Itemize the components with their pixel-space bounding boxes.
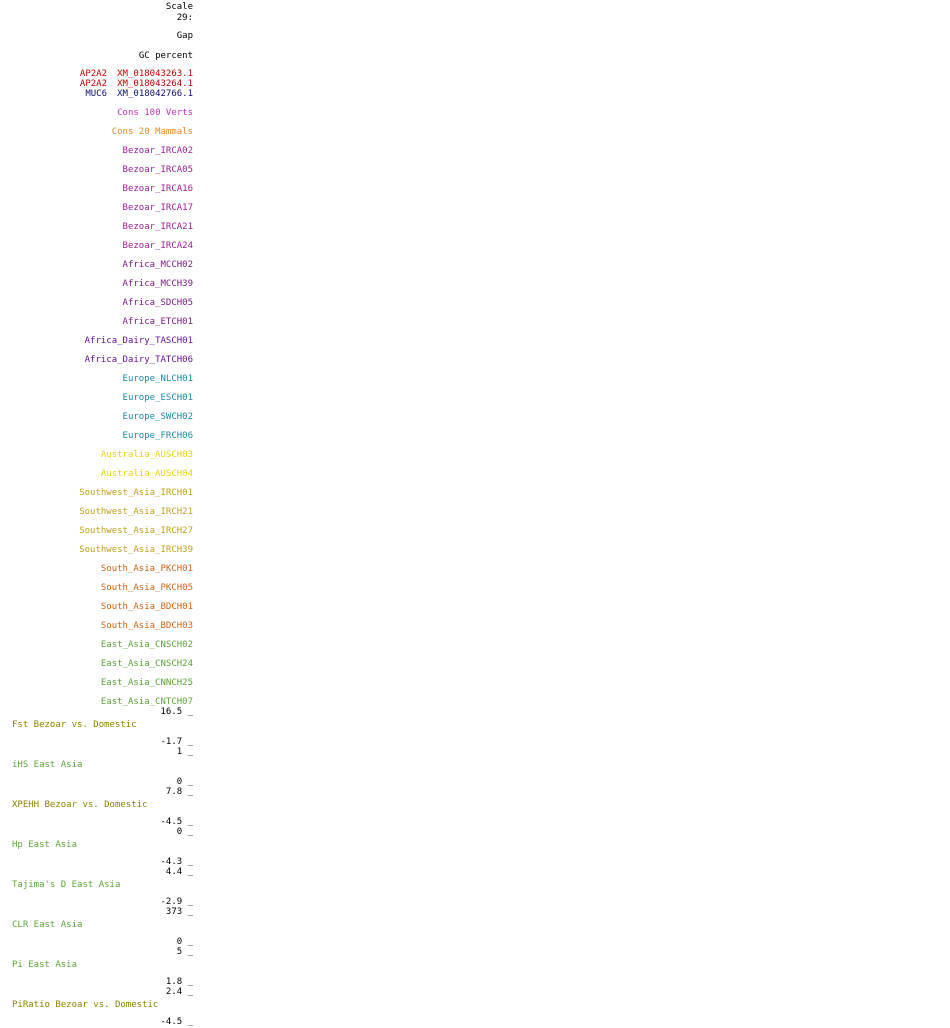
signal-track-label[interactable]: Fst Bezoar vs. Domestic (12, 720, 137, 730)
track-max-value: 16.5 _ (160, 707, 193, 717)
track-max-value: 5 _ (176, 947, 193, 957)
gene-name[interactable]: AP2A2 (79, 69, 107, 79)
sample-track-label[interactable]: Southwest_Asia_IRCH21 (79, 507, 193, 517)
sample-track-label[interactable]: Europe_ESCH01 (122, 393, 193, 403)
cons-20-mammals-label[interactable]: Cons 20 Mammals (111, 127, 193, 137)
scale-value: 29: (176, 13, 193, 23)
sample-track-label[interactable]: Bezoar_IRCA17 (122, 203, 193, 213)
track-min-value: -4.5 _ (160, 817, 193, 827)
sample-track-label[interactable]: South_Asia_BDCH03 (100, 621, 193, 631)
sample-track-label[interactable]: Australia_AUSCH03 (100, 450, 193, 460)
sample-track-label[interactable]: Africa_ETCH01 (122, 317, 193, 327)
track-min-value: -1.7 _ (160, 737, 193, 747)
gene-name[interactable]: AP2A2 (79, 79, 107, 89)
sample-track-label[interactable]: South_Asia_BDCH01 (100, 602, 193, 612)
signal-track-label[interactable]: CLR East Asia (12, 920, 83, 930)
track-max-value: 2.4 _ (165, 987, 193, 997)
sample-track-label[interactable]: Southwest_Asia_IRCH27 (79, 526, 193, 536)
sample-track-label[interactable]: Bezoar_IRCA21 (122, 222, 193, 232)
sample-track-label[interactable]: Bezoar_IRCA02 (122, 146, 193, 156)
gap-track-label[interactable]: Gap (176, 31, 193, 41)
sample-track-label[interactable]: Southwest_Asia_IRCH39 (79, 545, 193, 555)
track-min-value: -4.5 _ (160, 1017, 193, 1027)
sample-track-label[interactable]: Bezoar_IRCA05 (122, 165, 193, 175)
sample-track-label[interactable]: East_Asia_CNSCH02 (100, 640, 193, 650)
gc-percent-track-label[interactable]: GC percent (138, 51, 193, 61)
signal-track-label[interactable]: XPEHH Bezoar vs. Domestic (12, 800, 148, 810)
sample-track-label[interactable]: Australia_AUSCH04 (100, 469, 193, 479)
sample-track-label[interactable]: East_Asia_CNTCH07 (100, 697, 193, 707)
sample-track-label[interactable]: East_Asia_CNNCH25 (100, 678, 193, 688)
signal-track-label[interactable]: Hp East Asia (12, 840, 78, 850)
sample-track-label[interactable]: Africa_SDCH05 (122, 298, 193, 308)
sample-track-label[interactable]: Europe_NLCH01 (122, 374, 193, 384)
sample-track-label[interactable]: Africa_Dairy_TASCH01 (84, 336, 193, 346)
gene-name[interactable]: MUC6 (85, 89, 107, 99)
signal-track-label[interactable]: PiRatio Bezoar vs. Domestic (12, 1000, 159, 1010)
track-max-value: 1 _ (176, 747, 193, 757)
sample-track-label[interactable]: Bezoar_IRCA24 (122, 241, 193, 251)
track-min-value: 0 _ (176, 937, 193, 947)
sample-track-label[interactable]: South_Asia_PKCH05 (100, 583, 193, 593)
track-min-value: 0 _ (176, 777, 193, 787)
signal-track-label[interactable]: Pi East Asia (12, 960, 78, 970)
sample-track-label[interactable]: Africa_MCCH02 (122, 260, 193, 270)
track-min-value: -4.3 _ (160, 857, 193, 867)
signal-track-label[interactable]: iHS East Asia (12, 760, 83, 770)
gene-accession[interactable]: XM_018043264.1 (117, 79, 193, 89)
sample-track-label[interactable]: Europe_FRCH06 (122, 431, 193, 441)
sample-track-label[interactable]: East_Asia_CNSCH24 (100, 659, 193, 669)
cons-100-verts-label[interactable]: Cons 100 Verts (117, 108, 193, 118)
sample-track-label[interactable]: Europe_SWCH02 (122, 412, 193, 422)
track-min-value: 1.8 _ (165, 977, 193, 987)
track-max-value: 373 _ (165, 907, 193, 917)
track-max-value: 0 _ (176, 827, 193, 837)
track-min-value: -2.9 _ (160, 897, 193, 907)
gene-accession[interactable]: XM_018042766.1 (117, 89, 193, 99)
track-max-value: 7.8 _ (165, 787, 193, 797)
sample-track-label[interactable]: Africa_MCCH39 (122, 279, 193, 289)
gene-accession[interactable]: XM_018043263.1 (117, 69, 193, 79)
sample-track-label[interactable]: Southwest_Asia_IRCH01 (79, 488, 193, 498)
sample-track-label[interactable]: Bezoar_IRCA16 (122, 184, 193, 194)
sample-track-label[interactable]: Africa_Dairy_TATCH06 (84, 355, 193, 365)
signal-track-label[interactable]: Tajima's D East Asia (12, 880, 121, 890)
scale-label: Scale (165, 2, 193, 12)
track-max-value: 4.4 _ (165, 867, 193, 877)
sample-track-label[interactable]: South_Asia_PKCH01 (100, 564, 193, 574)
